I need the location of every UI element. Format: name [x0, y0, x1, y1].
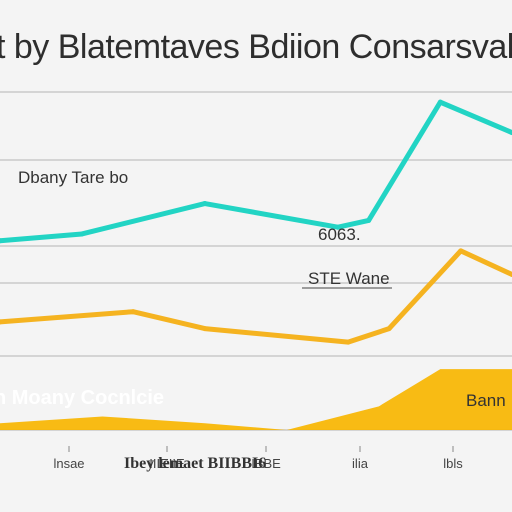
series-1-point-5: [458, 248, 464, 254]
annotation-top-left: Dbany Tare bo: [18, 168, 128, 187]
annotation-middle: STE Wane: [308, 269, 390, 288]
series-1-point-6: [509, 272, 512, 278]
x-axis-title: Ibey lemaet BIIBBI6: [124, 455, 266, 472]
series-0-point-4: [366, 217, 372, 223]
annotation-band-right: Bann: [466, 391, 506, 410]
x-axis-ticks: lnsae IIIEIIE IBBE ilia lbls: [53, 446, 463, 471]
series-line-1: [0, 248, 512, 345]
series-area-2: [0, 369, 512, 430]
series-0-point-3: [335, 224, 341, 230]
x-tick-label-3: ilia: [352, 456, 369, 471]
line-layer: [0, 99, 512, 345]
x-tick-label-1: IIIEIIE: [149, 456, 185, 471]
area-layer: [0, 369, 512, 430]
chart-title: t by Blatemtaves Bdiion Consarsval: [0, 28, 512, 66]
series-1-point-1: [130, 309, 136, 315]
series-1-point-2: [202, 326, 208, 332]
series-1-point-4: [386, 326, 392, 332]
series-1-point-3: [345, 339, 351, 345]
x-tick-label-2: IBBE: [251, 456, 281, 471]
x-tick-label-0: lnsae: [53, 456, 84, 471]
series-0-point-6: [509, 130, 512, 136]
series-0-point-2: [202, 201, 208, 207]
series-0-point-0: [0, 238, 3, 244]
annotation-band-left: n Moany Cocnlcie: [0, 387, 164, 409]
series-1-point-0: [0, 319, 3, 325]
series-0-point-5: [437, 99, 443, 105]
series-0-point-1: [79, 231, 85, 237]
x-tick-label-4: lbls: [443, 456, 463, 471]
annotation-peak: 6063.: [318, 225, 361, 244]
